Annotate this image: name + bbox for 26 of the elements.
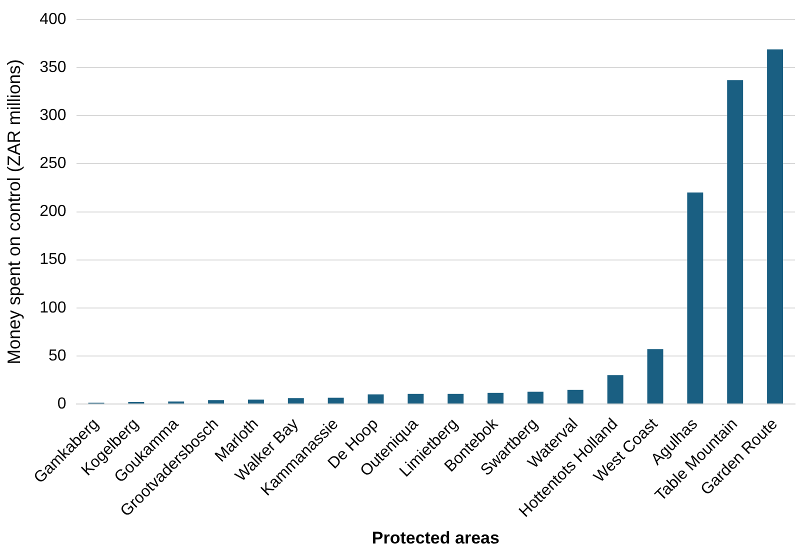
y-tick-label: 100	[40, 299, 66, 316]
x-axis-title: Protected areas	[372, 528, 500, 548]
y-tick-label: 150	[40, 251, 66, 268]
y-tick-label: 250	[40, 155, 66, 172]
bar	[248, 400, 264, 404]
bar	[527, 392, 544, 404]
y-tick-label: 50	[48, 347, 66, 364]
y-tick-label: 0	[57, 395, 66, 412]
y-tick-label: 200	[40, 203, 66, 220]
y-tick-label: 400	[40, 11, 66, 28]
bar	[767, 49, 784, 404]
bar	[368, 394, 384, 404]
y-tick-label: 300	[40, 107, 66, 124]
bar	[448, 394, 464, 404]
bar	[727, 80, 744, 404]
bar	[607, 375, 624, 404]
bar	[488, 392, 504, 404]
bar	[208, 400, 224, 404]
bar	[687, 192, 704, 404]
bar	[647, 349, 664, 404]
y-tick-label: 350	[40, 59, 66, 76]
bar	[288, 398, 304, 404]
bar	[328, 398, 344, 404]
bar	[408, 394, 424, 404]
y-axis-title: Money spent on control (ZAR millions)	[4, 59, 24, 364]
bar	[567, 390, 584, 404]
